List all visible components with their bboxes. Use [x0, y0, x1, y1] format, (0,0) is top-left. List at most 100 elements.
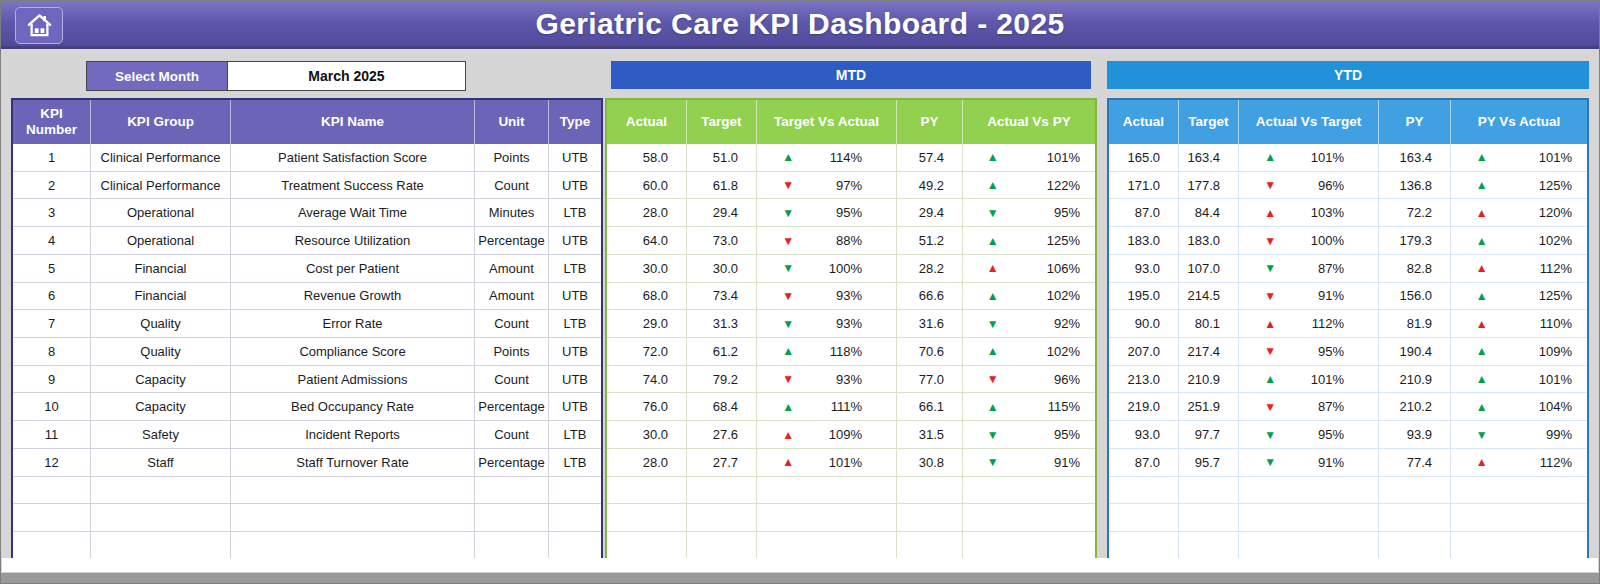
kpi-info-row: 1Clinical PerformancePatient Satisfactio… [13, 144, 601, 172]
ytd-py-vs-actual: ▲112% [1451, 449, 1587, 476]
mtd-actual-vs-py: ▲122% [963, 172, 1095, 199]
kpi-group: Quality [91, 310, 231, 337]
kpi-type: UTB [549, 227, 601, 254]
kpi-info-row: 12StaffStaff Turnover RatePercentageLTB [13, 449, 601, 477]
ytd-py: 210.2 [1379, 393, 1451, 420]
trend-up-icon: ▲ [963, 235, 1022, 247]
kpi-name: Revenue Growth [231, 283, 475, 310]
trend-up-icon: ▲ [757, 345, 820, 357]
ytd-target: 214.5 [1179, 283, 1239, 310]
empty-cell [1239, 504, 1379, 531]
mtd-actual-vs-py: ▼91% [963, 449, 1095, 476]
kpi-info-row: 9CapacityPatient AdmissionsCountUTB [13, 366, 601, 394]
trend-percent: 102% [1022, 288, 1095, 303]
mtd-actual: 72.0 [607, 338, 687, 365]
col-header-type: Type [549, 100, 601, 144]
kpi-number: 11 [13, 421, 91, 448]
ytd-actual: 183.0 [1109, 227, 1179, 254]
empty-cell [1179, 532, 1239, 558]
trend-up-icon: ▲ [1451, 318, 1512, 330]
trend-up-icon: ▲ [1239, 151, 1302, 163]
ytd-target: 107.0 [1179, 255, 1239, 282]
empty-cell [1239, 532, 1379, 558]
trend-percent: 87% [1302, 399, 1378, 414]
empty-cell [549, 477, 601, 504]
mtd-target-vs-actual: ▲101% [757, 449, 897, 476]
kpi-number: 4 [13, 227, 91, 254]
ytd-row: 90.080.1▲112%81.9▲110% [1109, 310, 1587, 338]
col-header-ytd-py: PY [1379, 100, 1451, 144]
col-header-ytd-target: Target [1179, 100, 1239, 144]
ytd-row: 195.0214.5▼91%156.0▲125% [1109, 283, 1587, 311]
mtd-actual-vs-py: ▲115% [963, 393, 1095, 420]
kpi-info-row: 7QualityError RateCountLTB [13, 310, 601, 338]
trend-percent: 102% [1022, 344, 1095, 359]
kpi-number: 2 [13, 172, 91, 199]
trend-percent: 95% [1022, 427, 1095, 442]
mtd-target: 51.0 [687, 144, 757, 171]
trend-percent: 125% [1022, 233, 1095, 248]
trend-down-icon: ▼ [963, 429, 1022, 441]
kpi-info-body: 1Clinical PerformancePatient Satisfactio… [13, 144, 601, 558]
mtd-table: Actual Target Target Vs Actual PY Actual… [605, 98, 1097, 558]
trend-percent: 112% [1512, 261, 1587, 276]
mtd-py: 29.4 [897, 199, 963, 226]
empty-cell [91, 532, 231, 558]
ytd-actual: 93.0 [1109, 255, 1179, 282]
ytd-target: 177.8 [1179, 172, 1239, 199]
trend-percent: 87% [1302, 261, 1378, 276]
ytd-empty-row [1109, 477, 1587, 505]
trend-up-icon: ▲ [1451, 179, 1512, 191]
trend-down-icon: ▼ [1451, 429, 1512, 441]
col-header-mtd-target: Target [687, 100, 757, 144]
home-button[interactable] [15, 7, 63, 44]
month-selector-value[interactable]: March 2025 [227, 62, 465, 90]
ytd-target: 97.7 [1179, 421, 1239, 448]
kpi-type: LTB [549, 255, 601, 282]
mtd-body: 58.051.0▲114%57.4▲101%60.061.8▼97%49.2▲1… [607, 144, 1095, 558]
trend-percent: 93% [820, 288, 896, 303]
ytd-py-vs-actual: ▲125% [1451, 283, 1587, 310]
ytd-actual: 90.0 [1109, 310, 1179, 337]
empty-cell [897, 532, 963, 558]
mtd-actual: 60.0 [607, 172, 687, 199]
mtd-row: 28.027.7▲101%30.8▼91% [607, 449, 1095, 477]
kpi-name: Cost per Patient [231, 255, 475, 282]
trend-percent: 95% [820, 205, 896, 220]
ytd-py: 72.2 [1379, 199, 1451, 226]
ytd-py: 156.0 [1379, 283, 1451, 310]
ytd-actual: 207.0 [1109, 338, 1179, 365]
kpi-type: LTB [549, 449, 601, 476]
empty-cell [1109, 532, 1179, 558]
page-title: Geriatric Care KPI Dashboard - 2025 [535, 7, 1064, 41]
mtd-py: 31.6 [897, 310, 963, 337]
ytd-py-vs-actual: ▲120% [1451, 199, 1587, 226]
ytd-py: 210.9 [1379, 366, 1451, 393]
mtd-target: 31.3 [687, 310, 757, 337]
trend-percent: 101% [1512, 372, 1587, 387]
kpi-group: Financial [91, 283, 231, 310]
trend-up-icon: ▲ [1239, 373, 1302, 385]
ytd-target: 95.7 [1179, 449, 1239, 476]
ytd-py-vs-actual: ▲112% [1451, 255, 1587, 282]
empty-cell [963, 504, 1095, 531]
empty-cell [231, 532, 475, 558]
kpi-name: Patient Admissions [231, 366, 475, 393]
ytd-body: 165.0163.4▲101%163.4▲101%171.0177.8▼96%1… [1109, 144, 1587, 558]
trend-down-icon: ▼ [963, 373, 1022, 385]
trend-percent: 120% [1512, 205, 1587, 220]
empty-cell [13, 532, 91, 558]
empty-cell [1451, 477, 1587, 504]
trend-percent: 97% [820, 178, 896, 193]
mtd-target: 61.8 [687, 172, 757, 199]
trend-up-icon: ▲ [757, 456, 820, 468]
ytd-py: 82.8 [1379, 255, 1451, 282]
empty-cell [1179, 477, 1239, 504]
trend-percent: 109% [820, 427, 896, 442]
trend-percent: 93% [820, 316, 896, 331]
kpi-info-row: 4OperationalResource UtilizationPercenta… [13, 227, 601, 255]
mtd-actual-vs-py: ▼92% [963, 310, 1095, 337]
mtd-py: 49.2 [897, 172, 963, 199]
trend-up-icon: ▲ [757, 401, 820, 413]
mtd-target-vs-actual: ▲111% [757, 393, 897, 420]
